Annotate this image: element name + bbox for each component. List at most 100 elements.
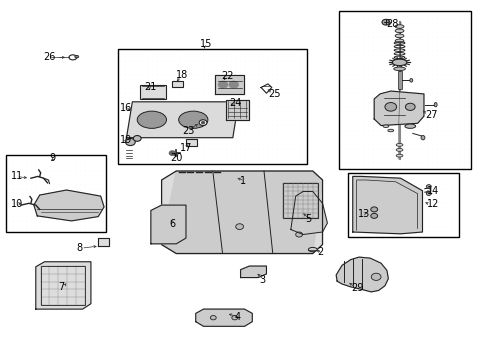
Point [423,127,431,133]
Point [226,104,234,109]
Point [350,186,358,192]
Point [392,219,400,224]
Point [134,71,142,77]
Point [181,94,188,100]
Point [268,71,276,77]
Point [446,160,453,166]
Text: 20: 20 [170,153,183,163]
Point [199,99,206,105]
Point [125,62,133,68]
Point [450,99,458,105]
Point [240,99,248,105]
Point [4,209,12,215]
Point [350,90,358,95]
Point [90,163,98,169]
Point [441,15,449,21]
Point [222,57,229,63]
Point [418,132,426,138]
Point [355,90,363,95]
Point [236,53,244,58]
Point [443,195,450,201]
Point [134,90,142,95]
Point [341,113,349,119]
Point [282,113,289,119]
Point [222,145,229,151]
Point [386,10,394,16]
Point [143,136,151,142]
Point [236,154,244,160]
Point [153,62,161,68]
Point [355,186,363,192]
Point [213,131,221,137]
Point [450,104,458,109]
Point [459,85,467,91]
Point [373,20,381,26]
Point [148,122,156,128]
Point [464,15,472,21]
Point [341,53,349,58]
Point [58,186,66,192]
Point [432,146,440,152]
Point [382,62,390,68]
Point [268,145,276,151]
Point [143,99,151,105]
Point [368,80,376,86]
Point [414,43,422,49]
Point [300,154,308,160]
Point [336,71,344,77]
Point [272,104,280,109]
Point [427,57,435,63]
Point [369,223,377,229]
Point [45,195,53,201]
Point [85,177,93,183]
Point [240,117,248,123]
Bar [118,49,306,164]
Point [414,62,422,68]
Point [350,181,358,187]
Point [199,80,206,86]
Point [405,24,412,30]
Point [18,218,25,224]
Point [427,127,435,133]
Point [387,181,395,187]
Point [420,172,427,177]
Point [245,117,253,123]
Point [85,168,93,174]
Point [162,141,170,147]
Point [67,181,75,187]
Point [139,85,147,91]
Point [377,122,385,128]
Point [300,76,308,82]
Point [263,80,271,86]
Point [166,145,174,151]
Point [291,108,299,114]
Point [226,62,234,68]
Point [391,24,399,30]
Point [409,62,417,68]
Point [63,213,71,219]
Point [245,53,253,58]
Point [36,181,43,187]
Point [199,145,206,151]
Point [67,195,75,201]
Point [410,219,418,224]
Point [406,176,413,182]
Point [58,190,66,196]
Point [77,200,84,206]
Point [185,136,193,142]
Point [455,90,463,95]
Point [162,62,170,68]
Point [49,181,57,187]
Point [272,85,280,91]
Point [373,132,381,138]
Point [286,80,294,86]
Point [455,165,463,170]
Point [72,163,80,169]
Point [99,190,107,196]
Point [153,154,161,160]
Point [231,76,239,82]
Point [300,57,308,63]
Point [441,53,449,58]
Point [36,204,43,210]
Point [189,113,197,119]
